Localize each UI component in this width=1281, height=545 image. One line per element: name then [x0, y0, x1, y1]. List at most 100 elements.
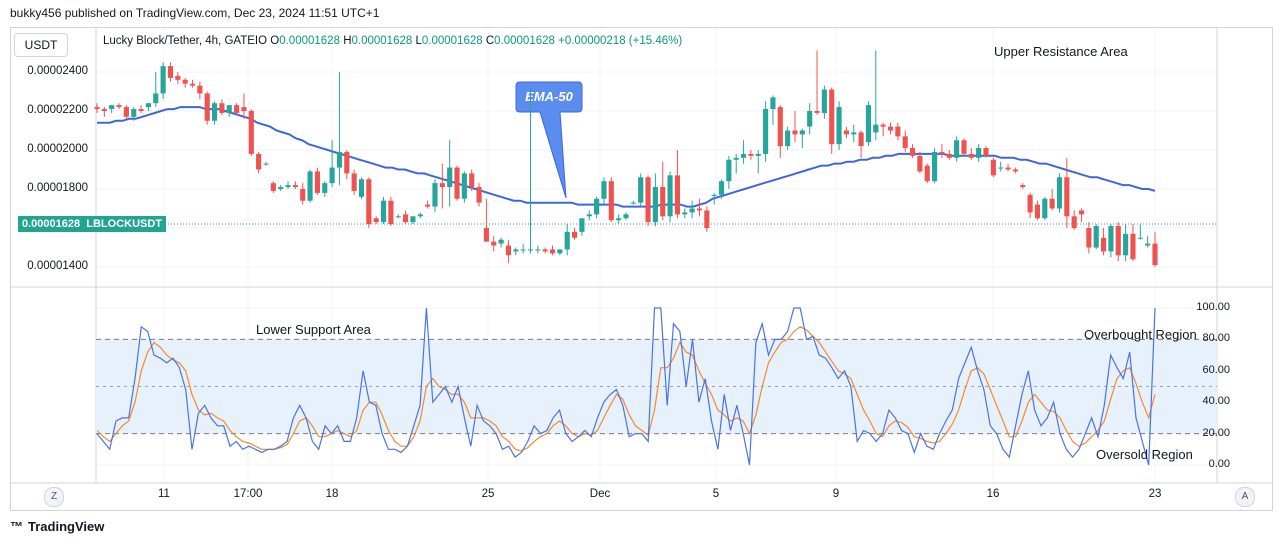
stoch-tick-label: 40.00: [1202, 395, 1230, 408]
candle-body: [939, 151, 945, 154]
candle-body: [234, 105, 240, 113]
candle-body: [807, 111, 813, 127]
time-tick-label: 23: [1148, 488, 1162, 500]
candle-body: [1056, 177, 1063, 209]
candle-body: [520, 249, 526, 251]
ema-callout-bubble: [515, 81, 583, 199]
candle-body: [865, 105, 872, 143]
candle-body: [160, 66, 166, 94]
candle-body: [1020, 185, 1026, 188]
candle-body: [410, 216, 416, 223]
candle-body: [263, 163, 269, 165]
price-tick-label: 0.00002000: [27, 143, 88, 155]
tv-logo-icon: ™: [10, 519, 23, 534]
candle-body: [94, 107, 100, 110]
candle-body: [755, 153, 761, 156]
candle-body: [131, 109, 137, 117]
candle-body: [226, 105, 232, 113]
stoch-tick-label: 20.00: [1202, 426, 1230, 439]
candle-body: [314, 171, 320, 193]
candle-body: [432, 183, 438, 207]
high-label: H: [343, 35, 352, 47]
candle-body: [740, 153, 747, 158]
candle-body: [241, 107, 247, 111]
candle-body: [403, 214, 409, 223]
candle-body: [564, 231, 570, 250]
stoch-tick-label: 60.00: [1202, 363, 1230, 376]
candle-body: [1108, 226, 1114, 252]
change-value: +0.00000218 (+15.46%): [558, 35, 683, 47]
timezone-button[interactable]: Z: [44, 487, 64, 507]
candle-body: [373, 218, 379, 223]
candle-body: [439, 183, 445, 188]
time-tick-label: 18: [325, 488, 339, 500]
candle-body: [292, 185, 298, 188]
price-tick-label: 0.00002400: [27, 65, 88, 77]
candle-body: [1115, 226, 1121, 256]
candle-body: [527, 249, 534, 251]
candle-body: [1064, 177, 1070, 217]
candle-body: [248, 111, 254, 154]
publisher-line: bukky456 published on TradingView.com, D…: [10, 6, 380, 20]
candle-body: [285, 185, 291, 188]
stoch-tick-label: 100.00: [1196, 301, 1230, 313]
candle-body: [887, 126, 894, 131]
candle-body: [483, 228, 489, 242]
stoch-k-line: [96, 307, 1156, 466]
last-price-badge: 0.00001628 LBLOCKUSDT: [18, 216, 167, 232]
candle-body: [792, 130, 798, 135]
candle-body: [1093, 226, 1099, 248]
candle-body: [858, 132, 864, 147]
candle-body: [513, 249, 519, 252]
time-tick-label: 5: [712, 488, 720, 500]
currency-button[interactable]: USDT: [14, 33, 68, 57]
candle-body: [645, 177, 651, 223]
candle-body: [968, 153, 974, 158]
open-value: 0.00001628: [279, 35, 340, 47]
candle-body: [491, 241, 497, 246]
candle-body: [748, 153, 754, 156]
candle-body: [1071, 216, 1077, 228]
time-tick-label: 25: [481, 488, 495, 500]
candle-body: [476, 187, 482, 203]
candle-body: [726, 159, 732, 182]
ema50-line: [97, 106, 1156, 208]
candle-body: [895, 126, 901, 137]
time-tick-label: 9: [832, 488, 840, 500]
candle-body: [461, 173, 467, 199]
candle-body: [204, 93, 210, 121]
time-tick-label: 11: [158, 488, 170, 500]
candle-body: [785, 130, 791, 147]
candle-body: [535, 249, 541, 251]
candle-body: [696, 208, 703, 211]
candle-body: [946, 153, 952, 158]
candle-body: [799, 130, 805, 135]
candle-body: [351, 173, 357, 191]
overbought-label: Overbought Region: [1084, 327, 1197, 342]
candle-body: [1145, 243, 1151, 246]
auto-scale-button[interactable]: A: [1235, 487, 1255, 507]
candle-body: [1152, 243, 1158, 266]
candle-body: [1012, 169, 1018, 172]
candle-body: [704, 210, 710, 228]
candle-body: [998, 167, 1004, 169]
price-tick-label: 0.00001400: [27, 260, 88, 272]
candle-body: [1123, 233, 1129, 256]
candle-body: [763, 109, 769, 154]
candle-body: [983, 148, 989, 156]
candle-body: [990, 159, 996, 176]
candle-body: [336, 151, 343, 168]
candle-body: [682, 212, 688, 215]
candle-body: [138, 109, 144, 111]
candle-body: [571, 231, 578, 238]
candle-body: [1137, 237, 1143, 239]
price-tick-label: 0.00002200: [27, 104, 88, 116]
candle-body: [256, 153, 262, 170]
candle-body: [380, 200, 387, 223]
tradingview-logo: ™ TradingView: [10, 519, 104, 534]
symbol-name[interactable]: Lucky Block/Tether, 4h, GATEIO: [103, 35, 268, 47]
candle-body: [909, 148, 916, 156]
lower-support-label: Lower Support Area: [256, 322, 371, 337]
time-tick-label: 16: [986, 488, 1000, 500]
